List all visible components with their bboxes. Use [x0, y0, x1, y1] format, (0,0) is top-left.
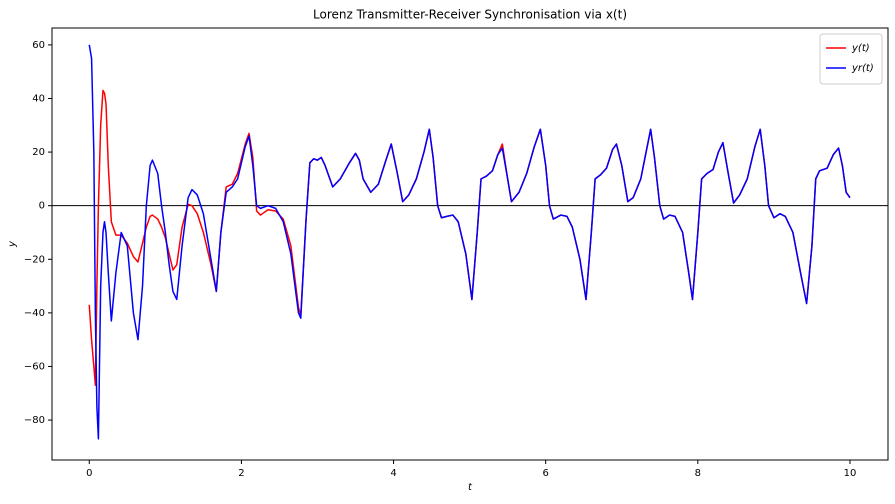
y-tick-label: 60: [32, 40, 45, 51]
chart-title: Lorenz Transmitter-Receiver Synchronisat…: [313, 8, 627, 22]
y-tick-label: −20: [24, 254, 45, 265]
x-tick-label: 6: [543, 468, 549, 479]
x-tick-label: 8: [695, 468, 701, 479]
y-tick-label: 40: [32, 93, 45, 104]
y-tick-label: 0: [39, 201, 45, 212]
x-tick-label: 10: [844, 468, 857, 479]
legend-label: y(t): [851, 43, 870, 54]
y-tick-label: 20: [32, 147, 45, 158]
legend-box: [819, 33, 883, 85]
x-tick-label: 2: [238, 468, 244, 479]
x-tick-label: 0: [86, 468, 92, 479]
y-tick-label: −60: [24, 361, 45, 372]
plot-frame: [51, 27, 889, 461]
y-axis-label: y: [7, 240, 18, 248]
x-tick-label: 4: [390, 468, 396, 479]
series-line: [88, 44, 851, 440]
legend: y(t) yr(t): [819, 33, 883, 85]
x-axis-label: t: [468, 482, 473, 493]
y-tick-label: −80: [24, 415, 45, 426]
legend-label: yr(t): [851, 63, 874, 74]
y-tick-label: −40: [24, 308, 45, 319]
